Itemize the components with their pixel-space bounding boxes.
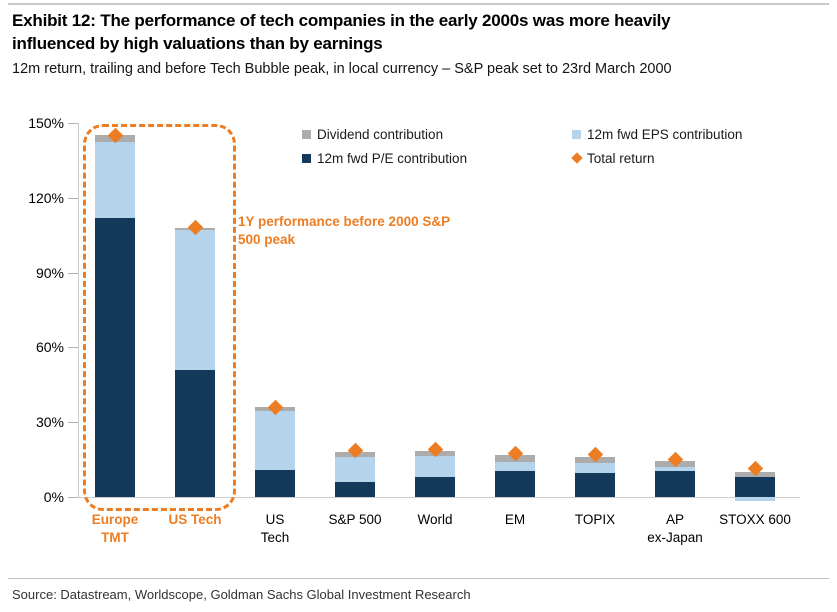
y-tick-label: 120% bbox=[28, 189, 64, 206]
x-category-label-line: World bbox=[417, 512, 453, 527]
exhibit-title: Exhibit 12: The performance of tech comp… bbox=[12, 11, 671, 53]
bar-segment-pe bbox=[735, 477, 775, 497]
y-tick-label: 60% bbox=[35, 339, 64, 356]
y-tick-label: 90% bbox=[35, 264, 64, 281]
bar-segment-eps bbox=[655, 467, 695, 471]
x-category-label-line: ex-Japan bbox=[647, 530, 703, 545]
x-category-label: US Tech bbox=[147, 511, 243, 529]
legend-item: Dividend contribution bbox=[302, 126, 443, 142]
x-category-label-line: S&P 500 bbox=[328, 512, 382, 527]
legend-label: 12m fwd EPS contribution bbox=[587, 126, 743, 142]
legend-label: Total return bbox=[587, 150, 655, 166]
x-category-label: World bbox=[387, 511, 483, 529]
x-category-label-line: Tech bbox=[260, 530, 290, 545]
x-axis-line bbox=[78, 497, 800, 498]
x-category-label-line: US bbox=[265, 512, 285, 527]
x-category-label-line: TOPIX bbox=[574, 512, 616, 527]
bar-segment-eps bbox=[495, 462, 535, 471]
legend-label: 12m fwd P/E contribution bbox=[317, 150, 468, 166]
bar-segment-eps bbox=[255, 410, 295, 470]
highlight-box bbox=[83, 124, 236, 511]
exhibit-subtitle: 12m return, trailing and before Tech Bub… bbox=[12, 61, 672, 77]
y-tick-mark bbox=[68, 422, 78, 424]
x-category-label: TOPIX bbox=[547, 511, 643, 529]
x-category-label: Europe TMT bbox=[67, 511, 163, 547]
y-tick-mark bbox=[68, 347, 78, 349]
legend-item: 12m fwd P/E contribution bbox=[302, 150, 467, 166]
bar-segment-eps bbox=[575, 463, 615, 474]
bar-segment-pe bbox=[575, 473, 615, 497]
y-tick-mark bbox=[68, 197, 78, 199]
legend-square-icon bbox=[572, 129, 581, 139]
top-divider bbox=[8, 3, 829, 5]
source-note: Source: Datastream, Worldscope, Goldman … bbox=[12, 587, 471, 602]
legend-square-icon bbox=[302, 129, 311, 139]
bar-segment-pe bbox=[175, 369, 215, 497]
x-category-label-line: EM bbox=[504, 512, 526, 527]
x-category-label: S&P 500 bbox=[307, 511, 403, 529]
y-tick-label: 0% bbox=[43, 489, 64, 505]
x-category-label-line: AP bbox=[665, 512, 684, 527]
y-tick-mark bbox=[68, 497, 78, 498]
legend-item: 12m fwd EPS contribution bbox=[572, 126, 742, 142]
bar-segment-pe bbox=[95, 217, 135, 497]
legend-label: Dividend contribution bbox=[317, 126, 444, 142]
x-category-label-line: Europe bbox=[91, 512, 139, 527]
chart-annotation: 1Y performance before 2000 S&P 500 peak bbox=[238, 214, 451, 247]
y-tick-label: 30% bbox=[35, 414, 64, 431]
x-category-label-line: STOXX 600 bbox=[719, 512, 791, 527]
bar-segment-eps bbox=[95, 141, 135, 218]
bar-segment-pe bbox=[255, 469, 295, 497]
y-axis-line bbox=[78, 123, 79, 497]
x-category-label: AP ex-Japan bbox=[627, 511, 723, 547]
bar-segment-eps bbox=[735, 497, 775, 501]
x-category-label: EM bbox=[467, 511, 563, 529]
y-tick-mark bbox=[68, 123, 78, 124]
legend-item: Total return bbox=[571, 150, 655, 166]
bar-segment-pe bbox=[495, 470, 535, 497]
x-category-label: US Tech bbox=[227, 511, 323, 547]
legend-square-icon bbox=[302, 153, 311, 163]
bar-segment-eps bbox=[335, 457, 375, 483]
bar-segment-eps bbox=[175, 230, 215, 370]
x-category-label: STOXX 600 bbox=[707, 511, 803, 529]
footer-divider bbox=[8, 578, 829, 579]
x-category-label-line: TMT bbox=[101, 530, 129, 545]
bar-segment-pe bbox=[655, 470, 695, 497]
bar-segment-pe bbox=[415, 477, 455, 497]
bar-segment-eps bbox=[415, 455, 455, 478]
bar-segment-pe bbox=[335, 482, 375, 497]
legend-diamond-icon bbox=[571, 152, 583, 164]
x-category-label-line: US Tech bbox=[168, 512, 222, 527]
y-tick-mark bbox=[68, 272, 78, 274]
y-tick-label: 150% bbox=[28, 115, 64, 131]
